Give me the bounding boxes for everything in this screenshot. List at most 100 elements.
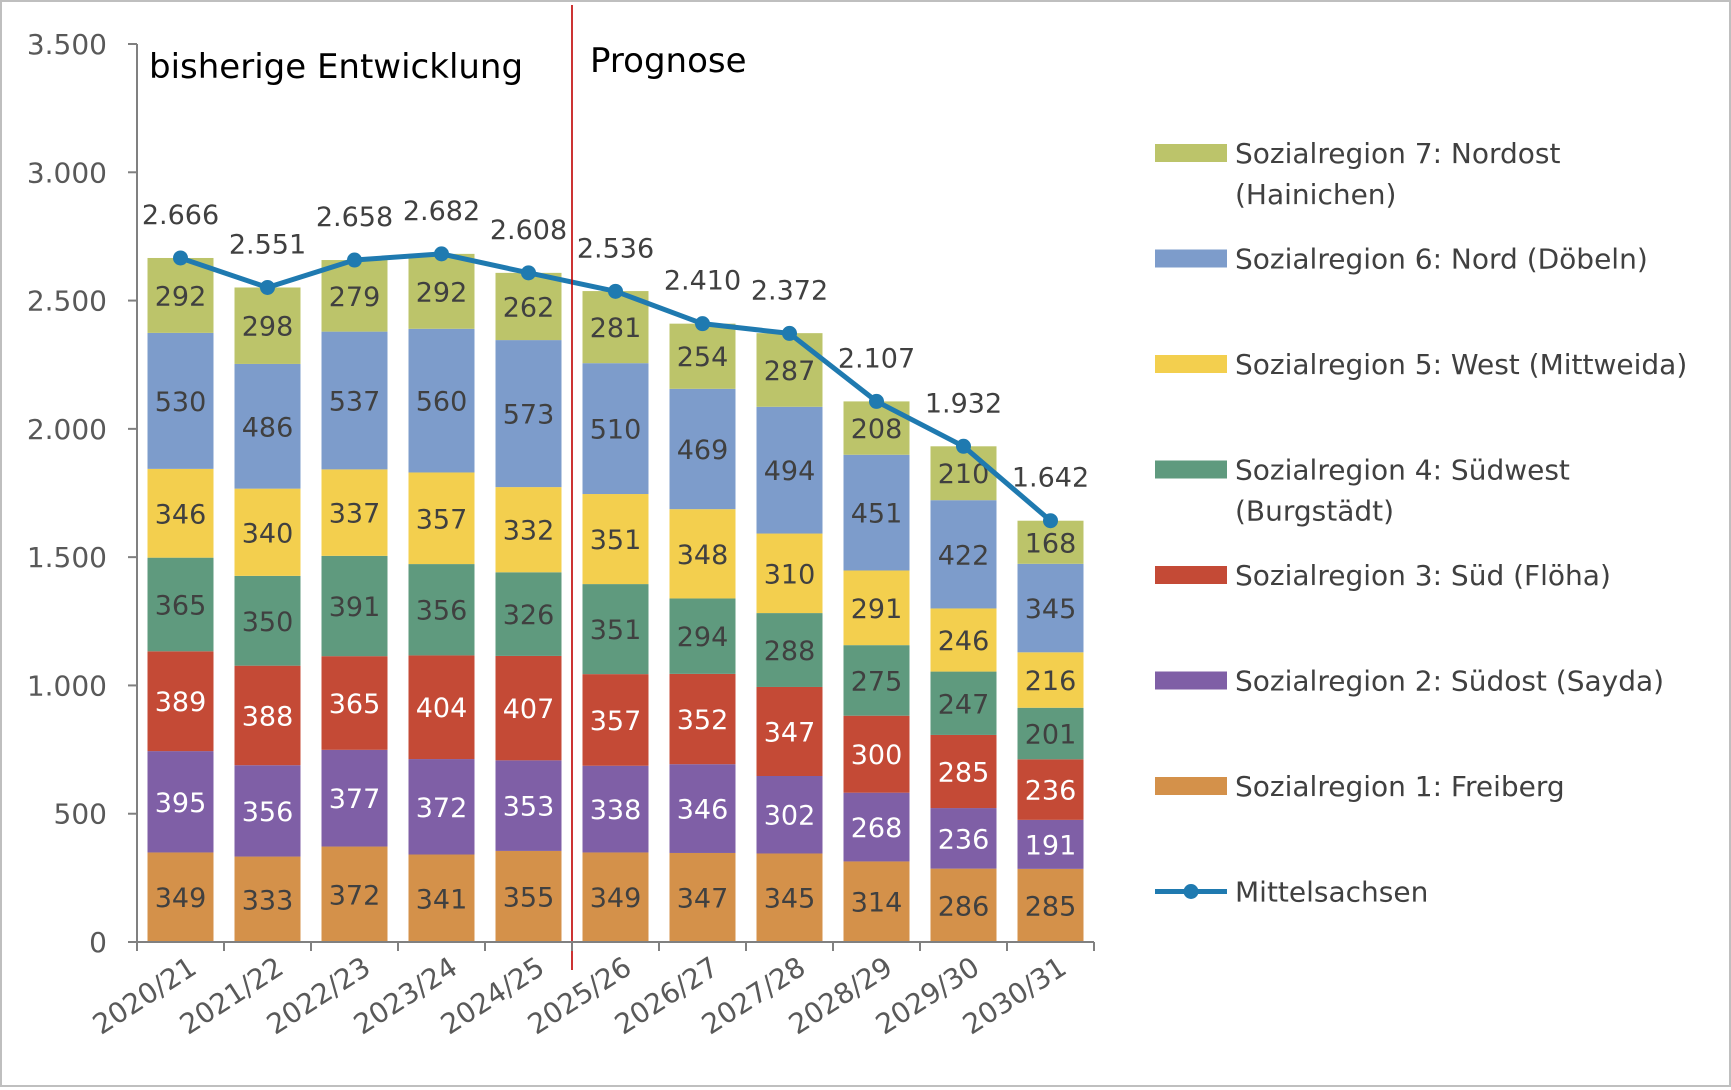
data-label: 286 bbox=[938, 891, 990, 922]
data-label: 236 bbox=[1025, 776, 1077, 807]
bar-segment bbox=[843, 645, 910, 716]
data-label: 356 bbox=[242, 797, 294, 828]
bar-segment bbox=[234, 488, 301, 576]
bar-segment bbox=[756, 613, 823, 687]
data-label: 356 bbox=[416, 596, 468, 627]
data-label: 292 bbox=[416, 277, 468, 308]
data-label: 560 bbox=[416, 387, 468, 418]
data-label: 372 bbox=[329, 880, 381, 911]
legend-marker bbox=[1183, 884, 1199, 899]
data-label: 372 bbox=[416, 793, 468, 824]
bar-segment bbox=[495, 655, 562, 761]
data-label: 314 bbox=[851, 888, 903, 919]
bar-segment bbox=[495, 760, 562, 851]
data-label: 395 bbox=[155, 788, 207, 819]
bar-segment bbox=[234, 765, 301, 857]
bar-segment bbox=[582, 291, 649, 364]
bar-segment bbox=[321, 331, 388, 470]
line-point bbox=[956, 438, 971, 454]
total-label: 2.107 bbox=[838, 343, 915, 374]
line-point bbox=[782, 325, 797, 341]
data-label: 298 bbox=[242, 312, 294, 343]
legend-label: Sozialregion 3: Süd (Flöha) bbox=[1235, 559, 1611, 592]
bar-segment bbox=[669, 509, 736, 599]
data-label: 210 bbox=[938, 459, 990, 490]
data-label: 422 bbox=[938, 540, 990, 571]
data-label: 351 bbox=[590, 525, 642, 556]
bar-segment bbox=[234, 856, 301, 942]
bar-segment bbox=[582, 765, 649, 853]
bar-segment bbox=[930, 671, 997, 735]
data-label: 365 bbox=[155, 590, 207, 621]
bar-segment bbox=[1017, 652, 1084, 708]
bar-segment bbox=[582, 852, 649, 942]
legend-label: Sozialregion 7: Nordost bbox=[1235, 137, 1561, 170]
total-label: 1.932 bbox=[925, 388, 1002, 419]
data-label: 262 bbox=[503, 292, 555, 323]
data-label: 302 bbox=[764, 801, 816, 832]
data-label: 285 bbox=[1025, 891, 1077, 922]
data-label: 294 bbox=[677, 622, 729, 653]
data-label: 377 bbox=[329, 784, 381, 815]
data-label: 337 bbox=[329, 499, 381, 530]
bar-segment bbox=[756, 686, 823, 776]
data-label: 349 bbox=[155, 883, 207, 914]
bar-segment bbox=[669, 388, 736, 510]
y-tick-label: 3.000 bbox=[27, 156, 107, 189]
bar-segment bbox=[408, 564, 475, 656]
legend-swatch bbox=[1155, 144, 1227, 162]
data-label: 340 bbox=[242, 518, 294, 549]
bar-segment bbox=[495, 340, 562, 488]
bar-segment bbox=[930, 734, 997, 809]
data-label: 246 bbox=[938, 626, 990, 657]
data-label: 281 bbox=[590, 313, 642, 344]
data-label: 451 bbox=[851, 499, 903, 530]
data-label: 353 bbox=[503, 792, 555, 823]
data-label: 530 bbox=[155, 387, 207, 418]
total-label: 2.666 bbox=[142, 200, 219, 231]
bar-segment bbox=[495, 487, 562, 573]
bar-segment bbox=[843, 570, 910, 646]
legend-swatch bbox=[1155, 566, 1227, 584]
data-label: 349 bbox=[590, 883, 642, 914]
bar-segment bbox=[756, 406, 823, 534]
bar-segment bbox=[495, 850, 562, 942]
bar-segment bbox=[669, 673, 736, 765]
bar-segment bbox=[930, 446, 997, 501]
data-label: 347 bbox=[677, 883, 729, 914]
bar-segment bbox=[321, 469, 388, 556]
bar-segment bbox=[1017, 759, 1084, 820]
bar-segment bbox=[321, 555, 388, 657]
line-point bbox=[695, 316, 710, 332]
data-label: 247 bbox=[938, 689, 990, 720]
line-point bbox=[173, 250, 188, 266]
bar-segment bbox=[234, 363, 301, 489]
data-label: 345 bbox=[764, 884, 816, 915]
data-label: 388 bbox=[242, 701, 294, 732]
legend-label: Sozialregion 5: West (Mittweida) bbox=[1235, 348, 1687, 381]
total-label: 2.658 bbox=[316, 202, 393, 233]
data-label: 268 bbox=[851, 813, 903, 844]
data-label: 341 bbox=[416, 884, 468, 915]
total-label: 2.410 bbox=[664, 266, 741, 297]
bar-segment bbox=[408, 328, 475, 473]
bar-segment bbox=[930, 808, 997, 869]
y-tick-label: 500 bbox=[54, 798, 107, 831]
bar-segment bbox=[843, 861, 910, 942]
line-point bbox=[347, 252, 362, 268]
bar-segment bbox=[147, 651, 214, 752]
total-label: 2.682 bbox=[403, 196, 480, 227]
line-point bbox=[869, 393, 884, 409]
legend-label: Sozialregion 2: Südost (Sayda) bbox=[1235, 665, 1664, 698]
y-tick-label: 2.500 bbox=[27, 285, 107, 318]
bar-segment bbox=[843, 715, 910, 793]
data-label: 292 bbox=[155, 281, 207, 312]
data-label: 326 bbox=[503, 600, 555, 631]
data-label: 350 bbox=[242, 607, 294, 638]
data-label: 287 bbox=[764, 356, 816, 387]
line-point bbox=[260, 279, 275, 295]
annotations: bisherige Entwicklung Prognose bbox=[149, 41, 747, 87]
total-label: 2.551 bbox=[229, 229, 306, 260]
line-point bbox=[1043, 513, 1058, 529]
y-tick-label: 3.500 bbox=[27, 28, 107, 61]
